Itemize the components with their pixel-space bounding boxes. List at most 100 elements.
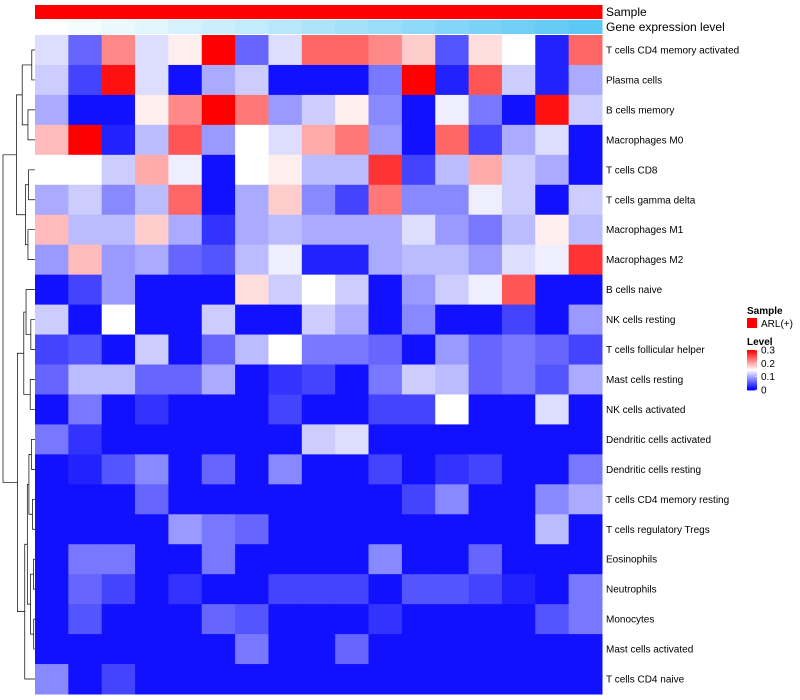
heatmap-cell (468, 64, 503, 96)
heatmap-cell (101, 184, 136, 216)
heatmap-cell (435, 424, 470, 455)
level-legend-gradient-step (747, 385, 757, 387)
heatmap-cell (201, 64, 236, 96)
heatmap-cell (301, 364, 336, 395)
heatmap-cell (501, 244, 536, 276)
heatmap-cell (168, 334, 203, 365)
heatmap-cell (468, 484, 503, 515)
row-label: Dendritic cells resting (606, 465, 701, 476)
heatmap-cell (135, 664, 169, 695)
heatmap-cell (268, 214, 303, 246)
heatmap-cell (335, 574, 370, 605)
row-label: Plasma cells (606, 75, 662, 86)
heatmap-cell (401, 94, 436, 126)
heatmap-cell (268, 484, 303, 515)
heatmap-cell (168, 35, 203, 66)
heatmap-cell (368, 424, 403, 455)
level-legend-gradient-step (747, 365, 757, 367)
level-legend-gradient-step (747, 358, 757, 360)
sample-annotation-cell (568, 5, 603, 19)
heatmap-cell (168, 274, 203, 306)
heatmap-cell (535, 604, 570, 635)
heatmap-cell (368, 364, 403, 395)
heatmap-cell (568, 364, 603, 395)
level-legend-gradient-step (747, 360, 757, 362)
heatmap-cell (101, 334, 136, 365)
heatmap-cell (568, 574, 603, 605)
heatmap-cell (568, 664, 603, 695)
heatmap-cell (301, 154, 336, 186)
level-legend-gradient-step (747, 351, 757, 353)
heatmap-cell (201, 124, 236, 156)
heatmap-cell (401, 394, 436, 425)
heatmap-cell (501, 334, 536, 365)
heatmap-cell (501, 634, 536, 665)
heatmap-cell (201, 244, 236, 276)
heatmap-cell (68, 64, 103, 96)
heatmap-cell (501, 424, 536, 455)
heatmap-cell (468, 214, 503, 246)
heatmap-cell (401, 484, 436, 515)
heatmap-cell (435, 124, 470, 156)
heatmap-cell (268, 364, 303, 395)
heatmap-cell (368, 244, 403, 276)
heatmap-cell (101, 544, 136, 575)
heatmap-cell (135, 364, 169, 395)
heatmap-cell (301, 394, 336, 425)
heatmap-cell (135, 454, 169, 485)
heatmap-cell (101, 454, 136, 485)
row-label: Macrophages M1 (606, 225, 684, 236)
heatmap-cell (501, 544, 536, 575)
heatmap-cell (435, 664, 470, 695)
level-legend-gradient-step (747, 381, 757, 383)
heatmap-cell (301, 454, 336, 485)
heatmap-cell (301, 244, 336, 276)
level-legend-gradient-step (747, 366, 757, 368)
heatmap-cell (401, 364, 436, 395)
heatmap-cell (68, 424, 103, 455)
level-legend-gradient-step (747, 379, 757, 381)
heatmap-cell (268, 454, 303, 485)
heatmap-cell (35, 214, 69, 246)
heatmap-cell (435, 35, 470, 66)
heatmap-cell (401, 154, 436, 186)
heatmap-cell (535, 184, 570, 216)
heatmap-cell (35, 664, 69, 695)
heatmap-cell (168, 484, 203, 515)
heatmap-cell (368, 274, 403, 306)
heatmap-cell (568, 484, 603, 515)
heatmap-cell (468, 664, 503, 695)
row-label: T cells CD4 memory resting (606, 495, 729, 506)
heatmap-cell (401, 35, 436, 66)
row-label: B cells memory (606, 105, 674, 116)
expression-annotation-cell (135, 20, 169, 34)
expression-annotation-cell (201, 20, 236, 34)
heatmap-cell (201, 274, 236, 306)
heatmap-cell (35, 64, 69, 96)
heatmap-cell (35, 484, 69, 515)
heatmap-cell (468, 334, 503, 365)
heatmap-cell (168, 544, 203, 575)
level-legend-gradient-step (747, 374, 757, 376)
heatmap-cell (301, 424, 336, 455)
heatmap-cell (335, 454, 370, 485)
heatmap-cell (35, 154, 69, 186)
heatmap-cell (68, 214, 103, 246)
heatmap-cell (135, 64, 169, 96)
dendrogram-branch (21, 64, 32, 126)
level-legend-gradient-step (747, 368, 757, 370)
sample-annotation-cell (135, 5, 169, 19)
heatmap-cell (368, 124, 403, 156)
heatmap-cell (535, 244, 570, 276)
heatmap-cell (168, 124, 203, 156)
heatmap-cell (168, 514, 203, 545)
heatmap-cell (135, 244, 169, 276)
heatmap-cell (301, 94, 336, 126)
heatmap-cell (535, 424, 570, 455)
heatmap-cell (235, 394, 269, 425)
heatmap-cell (335, 244, 370, 276)
heatmap-cell (468, 154, 503, 186)
heatmap-cell (568, 634, 603, 665)
level-legend-gradient-step (747, 389, 757, 391)
heatmap-cell (568, 604, 603, 635)
